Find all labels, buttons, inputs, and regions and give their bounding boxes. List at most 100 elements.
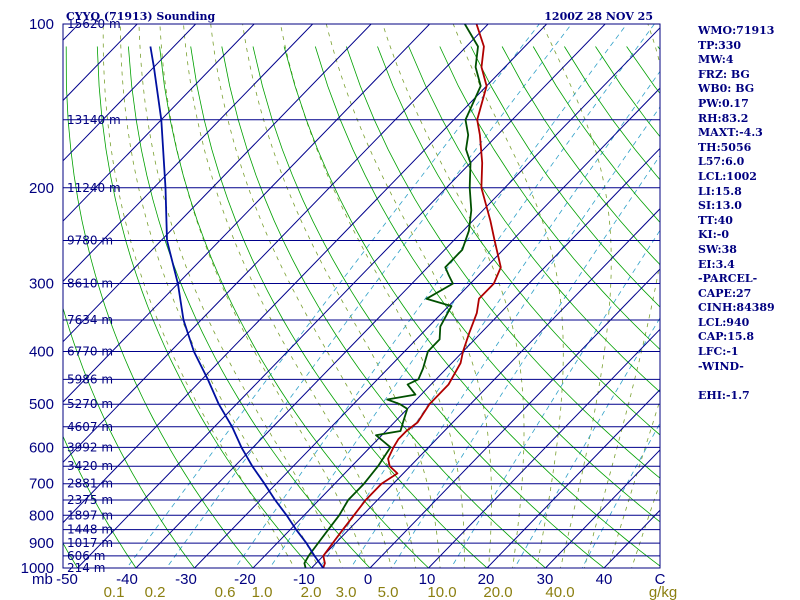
mixing-ratio-tick-label: 20.0 bbox=[483, 584, 512, 600]
pressure-tick-label: 700 bbox=[29, 476, 54, 493]
index-row: CINH:84389 bbox=[698, 301, 775, 315]
moist-adiabat bbox=[119, 24, 319, 568]
mixing-ratio-tick-label: 10.0 bbox=[427, 584, 456, 600]
dry-adiabat bbox=[190, 46, 488, 568]
temperature-tick-label: -40 bbox=[116, 571, 138, 588]
index-row: KI:-0 bbox=[698, 228, 729, 242]
index-row: TP:330 bbox=[698, 38, 742, 52]
index-row: -PARCEL- bbox=[698, 272, 758, 286]
pressure-tick-label: 1000 bbox=[21, 560, 54, 577]
pressure-tick-label: 500 bbox=[29, 396, 54, 413]
temperature-tick-label: 20 bbox=[478, 571, 495, 588]
isotherm bbox=[63, 24, 314, 283]
moist-adiabat bbox=[382, 24, 525, 568]
mixing-ratio-tick-label: 2.0 bbox=[301, 584, 322, 600]
temperature-tick-label: C bbox=[655, 571, 666, 588]
pressure-tick-label: 600 bbox=[29, 439, 54, 456]
height-label: 1448 m bbox=[67, 523, 113, 537]
moist-adiabat bbox=[210, 24, 417, 568]
height-label: 2375 m bbox=[67, 493, 113, 507]
mixing-ratio-tick-label: 3.0 bbox=[336, 584, 357, 600]
mixing-ratio-tick-label: 1.0 bbox=[252, 584, 273, 600]
index-row: MW:4 bbox=[698, 53, 734, 67]
temperature-tick-label: -20 bbox=[234, 571, 256, 588]
sounding-traces bbox=[149, 24, 502, 568]
mixing-ratio-line bbox=[450, 229, 660, 568]
index-row: -WIND- bbox=[698, 359, 744, 373]
height-label: 1017 m bbox=[67, 536, 113, 550]
mixing-ratio-line bbox=[166, 24, 572, 568]
dry-adiabat bbox=[96, 46, 313, 568]
height-label: 8610 m bbox=[67, 277, 113, 291]
plot-frame bbox=[62, 23, 661, 569]
index-row: LCL:1002 bbox=[698, 169, 757, 183]
isotherm bbox=[427, 328, 660, 568]
index-row: WMO:71913 bbox=[698, 24, 775, 37]
index-row: RH:83.2 bbox=[698, 111, 749, 125]
index-row: MAXT:-4.3 bbox=[698, 126, 763, 140]
moist-adiabat bbox=[452, 24, 564, 568]
index-gap bbox=[698, 374, 798, 389]
dry-adiabat bbox=[221, 46, 547, 568]
dry-adiabat bbox=[439, 46, 660, 350]
height-label: 13140 m bbox=[67, 113, 121, 127]
mixing-ratio-tick-label: 40.0 bbox=[545, 584, 574, 600]
pressure-tick-label: 100 bbox=[29, 16, 54, 33]
index-row: LI:15.8 bbox=[698, 184, 742, 198]
height-label: 2881 m bbox=[67, 477, 113, 491]
dry-adiabat bbox=[470, 46, 660, 308]
mixing-ratio-line bbox=[234, 24, 628, 568]
index-row: SW:38 bbox=[698, 242, 737, 256]
ehi-value: EHI:-1.7 bbox=[698, 388, 750, 402]
temperature-trace bbox=[322, 24, 502, 568]
height-label: 11240 m bbox=[67, 181, 121, 195]
isotherm bbox=[63, 24, 489, 464]
dry-adiabat bbox=[63, 435, 137, 568]
parcel-trace bbox=[149, 46, 324, 568]
dry-adiabat bbox=[314, 46, 660, 523]
background-grid bbox=[0, 24, 660, 580]
pressure-tick-label: 900 bbox=[29, 535, 54, 552]
isotherm bbox=[63, 24, 255, 222]
index-row: CAP:15.8 bbox=[698, 330, 755, 344]
moist-adiabat bbox=[541, 24, 612, 568]
height-label: 5986 m bbox=[67, 372, 113, 386]
mixing-ratio-tick-label: 0.6 bbox=[215, 584, 236, 600]
dry-adiabat bbox=[65, 46, 254, 568]
temperature-tick-label: -30 bbox=[175, 571, 197, 588]
dry-adiabat bbox=[501, 46, 660, 266]
isotherm bbox=[63, 24, 197, 162]
index-row: LCL:940 bbox=[698, 315, 750, 329]
isotherm bbox=[63, 24, 138, 102]
dewpoint-trace bbox=[303, 24, 482, 568]
isotherm bbox=[63, 24, 431, 403]
isotherm bbox=[193, 87, 660, 568]
dry-adiabat bbox=[346, 46, 660, 479]
pressure-tick-label: 200 bbox=[29, 180, 54, 197]
height-label: 3420 m bbox=[67, 459, 113, 473]
isotherm bbox=[544, 449, 660, 568]
isotherm bbox=[76, 24, 606, 568]
temperature-tick-label: 40 bbox=[596, 571, 613, 588]
indices-panel: WMO:71913 TP:330 MW:4 FRZ: BG WB0: BG PW:0.17… bbox=[698, 24, 798, 403]
height-label: 6770 m bbox=[67, 345, 113, 359]
dry-adiabat bbox=[63, 306, 195, 568]
pressure-tick-label: 800 bbox=[29, 507, 54, 524]
mixing-ratio-tick-label: 5.0 bbox=[378, 584, 399, 600]
height-label: 606 m bbox=[67, 549, 105, 563]
index-row: TT:40 bbox=[698, 213, 733, 227]
height-label: 7634 m bbox=[67, 313, 113, 327]
height-label: 15620 m bbox=[67, 17, 121, 31]
moist-adiabat bbox=[583, 24, 660, 568]
moist-adiabat bbox=[325, 24, 492, 568]
dry-adiabat bbox=[408, 46, 660, 393]
index-row: WB0: BG bbox=[698, 82, 755, 96]
index-row: SI:13.0 bbox=[698, 199, 742, 213]
height-label: 5270 m bbox=[67, 397, 113, 411]
dry-adiabat bbox=[0, 47, 25, 580]
index-row: CAPE:27 bbox=[698, 286, 752, 300]
height-label: 214 m bbox=[67, 561, 105, 575]
isotherm bbox=[486, 388, 660, 568]
index-row: PW:0.17 bbox=[698, 96, 749, 110]
